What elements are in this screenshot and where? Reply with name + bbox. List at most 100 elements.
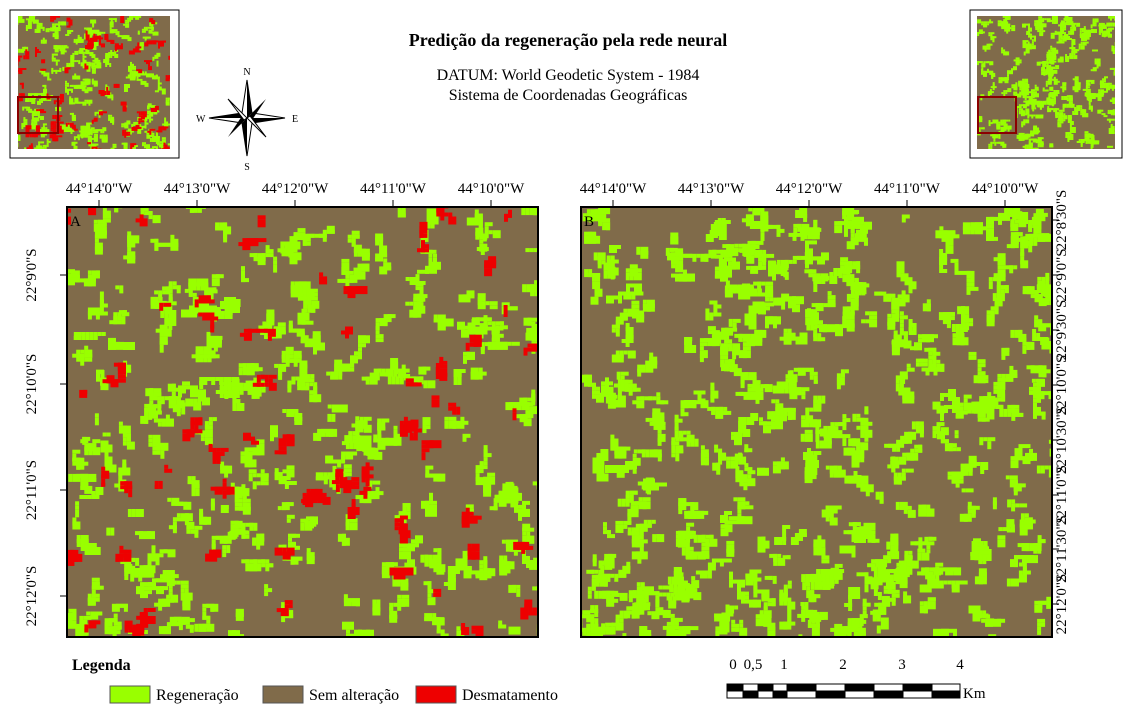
raster-cell xyxy=(507,491,515,499)
raster-cell xyxy=(282,351,286,359)
raster-cell xyxy=(771,411,775,415)
raster-cell xyxy=(513,542,521,550)
raster-cell xyxy=(452,407,456,415)
raster-cell xyxy=(993,293,997,301)
raster-cell xyxy=(223,483,227,487)
raster-cell xyxy=(756,618,764,626)
raster-cell xyxy=(400,516,408,520)
raster-cell xyxy=(390,568,394,576)
raster-cell xyxy=(513,627,521,635)
raster-cell xyxy=(683,270,687,274)
raster-cell xyxy=(278,326,282,330)
raster-cell xyxy=(939,249,943,253)
raster-cell xyxy=(295,557,299,565)
raster-cell xyxy=(429,493,433,501)
raster-cell xyxy=(650,418,654,422)
raster-cell xyxy=(904,551,908,559)
raster-cell xyxy=(119,554,123,558)
raster-cell xyxy=(121,312,129,316)
raster-cell xyxy=(971,287,979,291)
raster-cell xyxy=(375,238,383,242)
raster-cell xyxy=(989,277,993,281)
raster-cell xyxy=(307,548,311,552)
raster-cell xyxy=(593,643,597,647)
raster-cell xyxy=(1007,579,1011,587)
raster-cell xyxy=(235,503,243,507)
raster-cell xyxy=(586,628,590,636)
raster-cell xyxy=(411,543,419,547)
raster-cell xyxy=(253,473,257,477)
raster-cell xyxy=(217,550,221,558)
raster-cell xyxy=(813,224,817,228)
raster-cell xyxy=(852,414,856,422)
raster-cell xyxy=(257,375,261,383)
raster-cell xyxy=(544,586,552,590)
raster-cell xyxy=(978,556,982,564)
raster-cell xyxy=(481,247,485,255)
raster-cell xyxy=(299,365,307,369)
raster-cell xyxy=(294,355,302,359)
raster-cell xyxy=(336,484,340,492)
raster-cell xyxy=(109,461,113,465)
raster-cell xyxy=(645,369,653,373)
raster-cell xyxy=(305,382,309,390)
raster-cell xyxy=(86,612,90,616)
raster-cell xyxy=(840,265,844,273)
raster-cell xyxy=(564,590,572,594)
raster-cell xyxy=(163,303,171,307)
raster-cell xyxy=(933,629,937,637)
raster-cell xyxy=(121,320,125,324)
raster-cell xyxy=(675,568,679,572)
raster-cell xyxy=(681,595,689,603)
raster-cell xyxy=(309,382,313,386)
raster-cell xyxy=(846,282,850,286)
raster-cell xyxy=(483,653,487,657)
raster-cell xyxy=(313,386,317,390)
raster-cell xyxy=(887,314,891,318)
raster-cell xyxy=(675,419,683,423)
raster-cell xyxy=(758,289,762,297)
raster-cell xyxy=(161,396,165,404)
raster-cell xyxy=(423,425,427,429)
raster-cell xyxy=(98,228,102,236)
raster-cell xyxy=(1006,475,1010,479)
raster-cell xyxy=(750,221,758,229)
raster-cell xyxy=(258,219,266,227)
raster-cell xyxy=(298,232,306,240)
raster-cell xyxy=(119,546,123,550)
raster-cell xyxy=(968,514,972,518)
raster-cell xyxy=(845,369,849,373)
raster-cell xyxy=(472,570,476,574)
raster-cell xyxy=(947,312,955,316)
raster-cell xyxy=(714,226,718,230)
raster-cell xyxy=(928,597,936,601)
raster-cell xyxy=(978,359,986,363)
raster-cell xyxy=(177,513,181,517)
raster-cell xyxy=(734,606,738,610)
raster-cell xyxy=(483,645,491,653)
raster-cell xyxy=(939,261,943,265)
raster-cell xyxy=(874,567,878,571)
raster-cell xyxy=(989,281,993,289)
raster-cell xyxy=(952,401,956,405)
raster-cell xyxy=(726,457,730,461)
raster-cell xyxy=(439,365,447,369)
raster-cell xyxy=(362,474,366,482)
raster-cell xyxy=(376,600,380,604)
raster-cell xyxy=(209,421,213,425)
raster-cell xyxy=(928,537,936,541)
raster-cell xyxy=(769,576,773,580)
raster-cell xyxy=(363,491,367,499)
raster-cell xyxy=(95,243,103,251)
raster-cell xyxy=(448,403,456,407)
raster-cell xyxy=(148,435,152,439)
raster-cell xyxy=(289,610,293,618)
raster-cell xyxy=(156,553,160,561)
raster-cell xyxy=(466,512,474,516)
raster-cell xyxy=(386,562,390,566)
raster-cell xyxy=(865,584,869,592)
raster-cell xyxy=(98,612,102,616)
raster-cell xyxy=(918,509,926,517)
raster-cell xyxy=(513,408,517,412)
raster-cell xyxy=(872,539,880,543)
